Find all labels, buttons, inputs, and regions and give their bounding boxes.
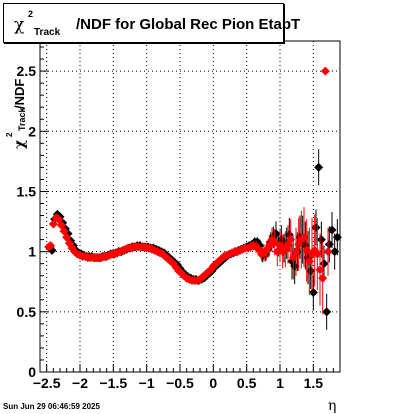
data-point bbox=[318, 273, 328, 283]
y-tick-label: 2.5 bbox=[17, 63, 37, 79]
plot-frame bbox=[39, 40, 341, 373]
y-tick-label: 1.5 bbox=[17, 183, 37, 199]
chart-title: /NDF for Global Rec Pion EtapT bbox=[76, 16, 301, 33]
data-point bbox=[311, 223, 321, 233]
data-point bbox=[323, 247, 333, 257]
data-point bbox=[327, 225, 337, 235]
ylabel-sup: 2 bbox=[5, 132, 14, 137]
ylabel-rest: /NDF bbox=[12, 78, 27, 109]
title-chi: χ bbox=[14, 15, 25, 35]
data-series bbox=[44, 66, 342, 330]
y-axis-label: χ 2 Track /NDF bbox=[2, 63, 42, 149]
data-point bbox=[314, 162, 324, 172]
y-tick-label: 0 bbox=[28, 364, 36, 380]
grid-lines bbox=[40, 41, 340, 373]
tick-labels: −2.5 −2 −1.5 −1 −0.5 0 0.5 1 1.5 0 0.5 1 1.5 2 2.5 bbox=[17, 63, 324, 391]
ylabel-chi: χ bbox=[12, 139, 28, 149]
data-point bbox=[306, 266, 316, 276]
x-tick-label: −2 bbox=[72, 375, 88, 391]
data-point bbox=[308, 288, 318, 298]
x-tick-label: 1 bbox=[276, 375, 284, 391]
data-point bbox=[316, 235, 326, 245]
data-point bbox=[46, 241, 56, 251]
data-point bbox=[332, 232, 342, 242]
title-sup: 2 bbox=[28, 9, 34, 19]
data-point bbox=[322, 307, 332, 317]
x-tick-label: 1.5 bbox=[304, 375, 324, 391]
x-tick-label: 0.5 bbox=[237, 375, 257, 391]
x-tick-label: −0.5 bbox=[166, 375, 194, 391]
chart-title-box: χ 2 Track /NDF for Global Rec Pion EtapT bbox=[3, 3, 300, 43]
y-tick-label: 2 bbox=[28, 123, 36, 139]
x-axis-label: η bbox=[328, 398, 337, 414]
x-tick-label: −1 bbox=[139, 375, 155, 391]
data-point bbox=[56, 220, 66, 230]
x-tick-label: −2.5 bbox=[33, 375, 61, 391]
y-tick-label: 0.5 bbox=[17, 304, 37, 320]
data-point bbox=[320, 66, 330, 76]
x-tick-label: 0 bbox=[209, 375, 217, 391]
ylabel-sub: Track bbox=[17, 107, 27, 131]
title-sub: Track bbox=[34, 27, 61, 38]
data-point bbox=[319, 259, 329, 269]
y-tick-label: 1 bbox=[28, 244, 36, 260]
axis-ticks bbox=[39, 46, 341, 373]
x-tick-label: −1.5 bbox=[100, 375, 128, 391]
datestamp: Sun Jun 29 06:46:59 2025 bbox=[3, 402, 100, 411]
